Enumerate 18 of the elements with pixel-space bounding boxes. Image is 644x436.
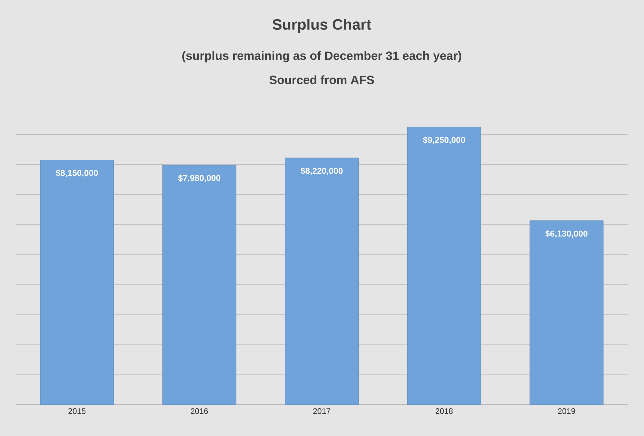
chart-subtitle: (surplus remaining as of December 31 each year) (182, 51, 462, 63)
text: Sourced from AFS (270, 76, 374, 84)
data-label: $7,980,000 (178, 174, 221, 183)
x-tick-label: 2016 (191, 408, 208, 414)
data-label: $8,150,000 (56, 170, 98, 178)
bar (40, 160, 114, 406)
chart-title: Surplus Chart (272, 19, 372, 33)
bar (530, 220, 604, 406)
data-label: $9,250,000 (423, 136, 466, 144)
bar (407, 127, 482, 406)
bar (162, 165, 237, 406)
x-tick-label: 2017 (314, 408, 330, 414)
x-tick-label: 2018 (436, 408, 453, 414)
bar (285, 158, 359, 406)
x-tick-label: 2015 (68, 408, 86, 414)
x-tick-label: 2019 (558, 408, 576, 414)
data-label: $8,220,000 (300, 168, 343, 176)
data-label: $6,130,000 (546, 230, 588, 238)
